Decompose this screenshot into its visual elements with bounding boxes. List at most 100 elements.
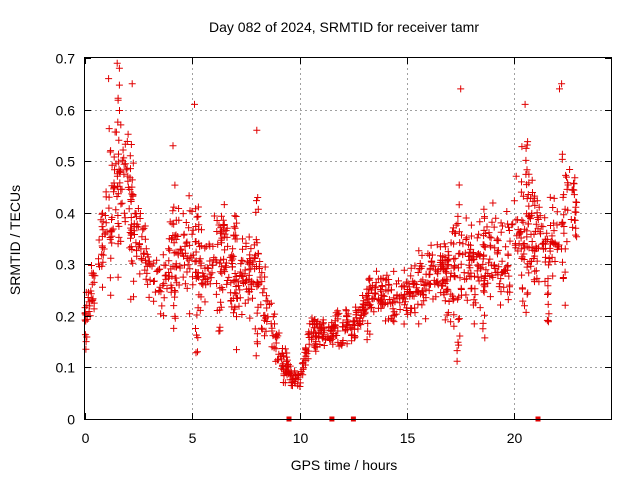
data-point xyxy=(531,278,538,286)
data-point xyxy=(183,284,191,292)
data-point xyxy=(215,221,223,229)
data-point xyxy=(328,319,336,327)
data-point xyxy=(523,210,531,218)
data-point xyxy=(212,290,220,298)
data-point xyxy=(440,291,448,299)
data-point xyxy=(176,262,184,270)
data-point xyxy=(379,274,387,282)
data-point xyxy=(480,288,488,296)
data-point xyxy=(253,330,261,338)
data-point xyxy=(463,296,471,304)
data-point xyxy=(261,311,269,319)
y-tick-label: 0.4 xyxy=(56,206,76,222)
x-tick-label: 10 xyxy=(293,430,309,446)
data-point xyxy=(227,297,235,304)
data-point xyxy=(409,277,417,285)
data-point xyxy=(559,219,567,227)
data-point xyxy=(283,369,291,377)
data-point xyxy=(572,198,580,206)
data-point xyxy=(291,367,299,375)
data-point xyxy=(107,291,115,299)
data-point xyxy=(443,311,451,319)
data-point xyxy=(462,214,470,222)
data-point xyxy=(172,260,180,268)
data-point xyxy=(559,275,567,282)
data-point xyxy=(521,302,528,310)
data-point xyxy=(550,227,558,235)
data-point xyxy=(298,360,306,368)
data-point xyxy=(229,252,237,260)
data-point xyxy=(166,246,174,254)
data-point xyxy=(560,211,568,219)
data-point xyxy=(81,316,89,324)
data-point xyxy=(278,365,286,373)
data-point xyxy=(558,150,566,158)
data-point xyxy=(496,280,504,288)
data-point xyxy=(184,261,192,269)
data-point xyxy=(401,298,409,306)
data-point xyxy=(396,306,404,313)
data-point xyxy=(118,199,126,207)
data-point xyxy=(124,130,132,138)
data-point xyxy=(476,251,484,258)
data-point xyxy=(465,241,473,249)
data-point xyxy=(253,309,261,317)
data-point xyxy=(381,299,389,307)
data-point xyxy=(233,219,241,227)
data-point xyxy=(467,221,475,229)
data-point xyxy=(487,234,495,242)
data-point xyxy=(548,232,556,240)
data-point xyxy=(403,304,411,312)
data-point xyxy=(518,143,526,151)
data-point xyxy=(172,235,180,243)
data-point xyxy=(180,252,187,260)
data-point xyxy=(455,250,463,258)
data-point xyxy=(183,254,191,262)
data-point xyxy=(527,230,535,238)
data-point xyxy=(467,273,475,281)
data-point xyxy=(493,237,501,244)
data-point xyxy=(528,176,536,184)
data-point xyxy=(334,327,342,335)
data-point xyxy=(505,272,513,280)
data-point xyxy=(422,270,430,278)
data-point xyxy=(468,232,475,240)
data-point xyxy=(451,273,459,281)
data-point xyxy=(170,203,178,211)
x-tick-label: 5 xyxy=(189,430,197,446)
data-point xyxy=(182,219,190,226)
data-point xyxy=(180,230,188,238)
data-point xyxy=(518,271,526,279)
data-point xyxy=(189,226,197,234)
data-point xyxy=(193,213,201,221)
data-point xyxy=(553,208,561,216)
data-point xyxy=(114,183,122,191)
data-point xyxy=(570,186,578,194)
x-axis-label: GPS time / hours xyxy=(291,457,398,473)
data-point xyxy=(231,303,239,311)
data-point xyxy=(333,332,341,339)
data-point xyxy=(115,233,123,241)
data-point xyxy=(129,259,137,267)
data-point xyxy=(441,280,449,287)
data-point xyxy=(176,245,184,253)
data-point xyxy=(450,240,458,248)
data-point xyxy=(497,219,505,227)
data-point xyxy=(172,274,180,282)
data-point xyxy=(393,292,401,300)
data-point xyxy=(349,317,357,325)
data-point xyxy=(140,249,148,257)
data-point xyxy=(539,240,547,248)
data-point xyxy=(544,275,552,283)
data-point xyxy=(508,221,516,229)
data-point xyxy=(115,150,122,158)
data-point xyxy=(239,272,247,280)
data-point xyxy=(541,214,549,222)
data-point xyxy=(311,324,319,332)
data-point xyxy=(543,229,551,237)
data-point xyxy=(545,310,553,318)
data-point xyxy=(252,352,260,360)
data-point xyxy=(403,286,411,293)
data-point xyxy=(201,298,209,306)
data-point xyxy=(469,253,477,261)
